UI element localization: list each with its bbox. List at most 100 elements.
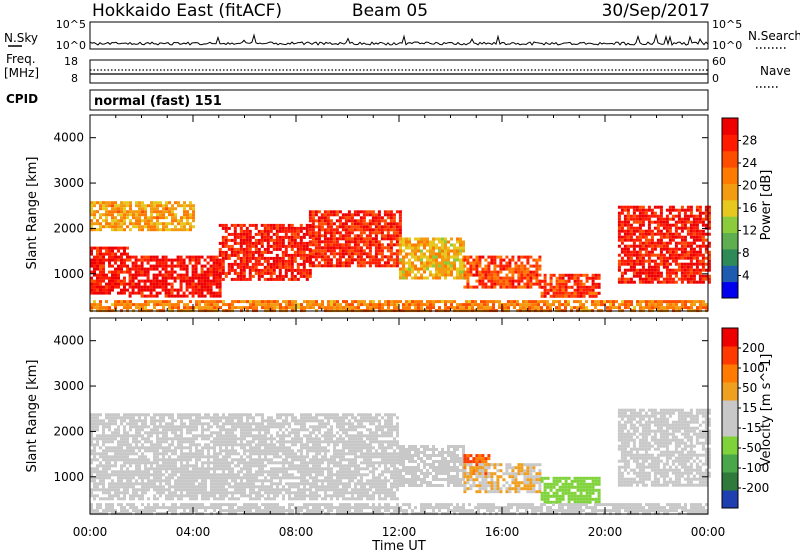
heatmap-cell-0 [180, 413, 183, 417]
heatmap-cell-4 [411, 270, 414, 274]
heatmap-cell-0 [165, 428, 168, 432]
heatmap-cell-2 [224, 241, 228, 245]
heatmap-cell-7 [686, 274, 690, 278]
heatmap-cell-0 [105, 425, 108, 429]
heatmap-cell-0 [147, 476, 150, 480]
heatmap-cell-3 [383, 213, 387, 217]
heatmap-cell-2 [287, 235, 291, 239]
heatmap-cell-3 [374, 240, 378, 244]
heatmap-cell-0 [201, 470, 204, 474]
heatmap-cell-4 [435, 261, 438, 265]
heatmap-cell-0 [93, 476, 96, 480]
heatmap-cell-5 [481, 267, 485, 271]
heatmap-cell-2 [293, 232, 297, 236]
heatmap-cell-3 [356, 252, 360, 256]
heatmap-cell-0 [189, 419, 192, 423]
heatmap-cell-8 [123, 201, 126, 205]
heatmap-cell-0 [207, 443, 210, 447]
heatmap-cell-0 [216, 416, 219, 420]
heatmap-cell-0 [90, 437, 93, 441]
heatmap-cell-8 [168, 228, 171, 232]
heatmap-cell-4 [438, 246, 441, 250]
heatmap-cell-1 [176, 276, 180, 280]
heatmap-cell-4 [423, 246, 426, 250]
heatmap-cell-0 [153, 422, 156, 426]
heatmap-cell-2 [272, 268, 276, 272]
heatmap-cell-6 [573, 294, 577, 298]
heatmap-cell-2 [278, 247, 282, 251]
heatmap-cell-0 [120, 255, 123, 259]
heatmap-cell-2 [245, 253, 249, 257]
heatmap-cell-9 [645, 303, 648, 307]
heatmap-cell-2 [254, 259, 258, 263]
heatmap-cell-9 [333, 306, 336, 310]
heatmap-cell-7 [638, 268, 642, 272]
heatmap-cell-0 [120, 479, 123, 483]
heatmap-cell-0 [219, 485, 222, 489]
heatmap-cell-0 [108, 261, 111, 265]
heatmap-cell-7 [617, 232, 621, 236]
heatmap-cell-4 [402, 267, 405, 271]
heatmap-cell-2 [299, 253, 303, 257]
heatmap-cell-0 [123, 470, 126, 474]
heatmap-cell-0 [195, 476, 198, 480]
heatmap-cell-0 [234, 473, 237, 477]
heatmap-cell-3 [314, 258, 318, 262]
heatmap-cell-0 [240, 437, 243, 441]
heatmap-cell-0 [108, 416, 111, 420]
heatmap-cell-3 [341, 264, 345, 268]
heatmap-cell-0 [93, 258, 96, 262]
heatmap-cell-7 [671, 217, 675, 221]
heatmap-cell-2 [257, 256, 261, 260]
heatmap-cell-8 [174, 219, 177, 223]
heatmap-cell-9 [516, 303, 519, 307]
heatmap-cell-7 [692, 238, 696, 242]
heatmap-cell-0 [105, 249, 108, 253]
heatmap-cell-1 [176, 261, 180, 265]
heatmap-cell-9 [510, 300, 513, 304]
heatmap-cell-2 [248, 229, 252, 233]
heatmap-cell-3 [314, 246, 318, 250]
heatmap-cell-2 [230, 247, 234, 251]
heatmap-cell-8 [90, 201, 93, 205]
heatmap-cell-0 [150, 446, 153, 450]
heatmap-cell-7 [644, 259, 648, 263]
heatmap-cell-2 [302, 262, 306, 266]
heatmap-cell-0 [90, 252, 93, 256]
heatmap-cell-8 [105, 222, 108, 226]
heatmap-cell-7 [686, 280, 690, 284]
heatmap-cell-2 [302, 235, 306, 239]
heatmap-cell-8 [174, 207, 177, 211]
heatmap-cell-0 [135, 425, 138, 429]
heatmap-cell-7 [647, 271, 651, 275]
heatmap-cell-2 [287, 277, 291, 281]
heatmap-cell-8 [105, 219, 108, 223]
heatmap-cell-1 [170, 273, 174, 277]
heatmap-cell-7 [692, 280, 696, 284]
heatmap-cell-7 [677, 265, 681, 269]
heatmap-cell-0 [156, 476, 159, 480]
heatmap-cell-0 [156, 431, 159, 435]
heatmap-cell-0 [117, 425, 120, 429]
heatmap-cell-0 [96, 416, 99, 420]
heatmap-cell-1 [137, 270, 141, 274]
heatmap-cell-0 [90, 440, 93, 444]
heatmap-cell-3 [353, 210, 357, 214]
heatmap-cell-9 [156, 300, 159, 304]
heatmap-cell-0 [99, 497, 102, 501]
heatmap-cell-7 [635, 238, 639, 242]
heatmap-cell-0 [126, 449, 129, 453]
heatmap-cell-0 [150, 461, 153, 465]
heatmap-cell-0 [144, 446, 147, 450]
heatmap-cell-0 [117, 249, 120, 253]
heatmap-cell-7 [662, 244, 666, 248]
heatmap-cell-0 [141, 446, 144, 450]
heatmap-cell-7 [683, 271, 687, 275]
heatmap-cell-7 [659, 223, 663, 227]
heatmap-cell-0 [213, 461, 216, 465]
heatmap-cell-2 [269, 244, 273, 248]
heatmap-cell-2 [263, 226, 267, 230]
heatmap-cell-0 [246, 443, 249, 447]
heatmap-cell-0 [243, 485, 246, 489]
heatmap-cell-0 [192, 440, 195, 444]
